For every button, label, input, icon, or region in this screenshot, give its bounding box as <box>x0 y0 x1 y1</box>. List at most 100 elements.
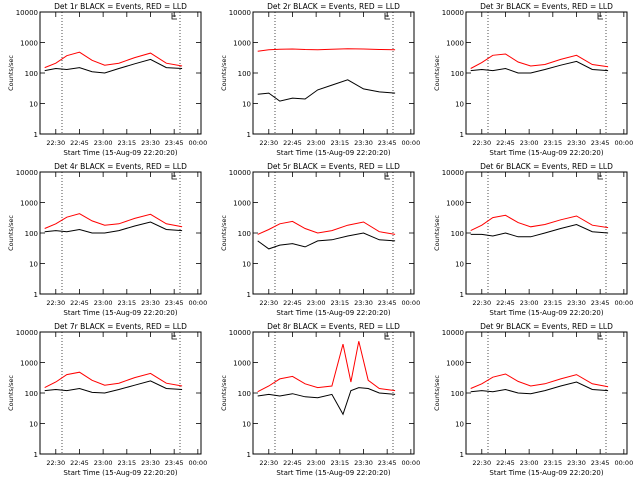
y-tick-label: 10 <box>242 101 251 109</box>
x-tick-label: 23:45 <box>378 139 397 147</box>
x-tick-label: 22:45 <box>70 299 89 307</box>
series-line-black <box>257 232 396 250</box>
x-tick-label: 00:00 <box>188 299 207 307</box>
y-axis-label: Counts/sec <box>7 375 15 411</box>
y-tick-label: 10 <box>455 421 464 429</box>
y-tick-label: 1000 <box>20 40 38 48</box>
panel-title: Det 1r BLACK = Events, RED = LLD <box>54 2 187 11</box>
y-tick-label: 1000 <box>20 360 38 368</box>
x-axis-label: Start Time (15-Aug-09 22:20:20) <box>276 149 390 157</box>
x-tick-label: 23:45 <box>591 139 610 147</box>
x-tick-label: 23:00 <box>307 139 326 147</box>
series-line-black <box>44 221 183 234</box>
series-line-black <box>470 381 609 395</box>
y-tick-label: 1 <box>34 451 38 459</box>
y-tick-label: 10000 <box>442 329 464 337</box>
y-tick-label: 100 <box>451 390 464 398</box>
x-tick-label: 23:15 <box>117 299 136 307</box>
panel-title: Det 4r BLACK = Events, RED = LLD <box>54 162 187 171</box>
panel-title: Det 5r BLACK = Events, RED = LLD <box>267 162 400 171</box>
y-tick-label: 1 <box>460 131 464 139</box>
y-tick-label: 1 <box>460 451 464 459</box>
y-tick-label: 1000 <box>446 360 464 368</box>
plot-frame <box>39 331 202 455</box>
x-tick-label: 00:00 <box>614 459 633 467</box>
series-line-red <box>257 48 396 52</box>
series-line-red <box>470 214 609 232</box>
x-tick-label: 23:30 <box>567 139 586 147</box>
y-axis-label: Counts/sec <box>220 55 228 91</box>
y-tick-label: 100 <box>25 70 38 78</box>
y-tick-label: 10000 <box>229 169 251 177</box>
series-line-red <box>44 371 183 389</box>
x-tick-label: 23:30 <box>141 459 160 467</box>
y-tick-label: 1000 <box>446 40 464 48</box>
x-tick-label: 23:45 <box>591 299 610 307</box>
x-tick-label: 22:30 <box>259 139 278 147</box>
y-tick-label: 1000 <box>233 360 251 368</box>
y-tick-label: 1 <box>460 291 464 299</box>
x-tick-label: 22:45 <box>496 299 515 307</box>
x-tick-label: 23:30 <box>354 139 373 147</box>
y-tick-label: 1 <box>34 131 38 139</box>
x-tick-label: 22:45 <box>496 139 515 147</box>
y-tick-label: 1 <box>34 291 38 299</box>
top-indicator-mark <box>384 13 390 20</box>
x-tick-label: 00:00 <box>614 299 633 307</box>
series-line-red <box>44 213 183 229</box>
series-line-red <box>257 341 396 393</box>
panel-title: Det 8r BLACK = Events, RED = LLD <box>267 322 400 331</box>
x-tick-label: 23:30 <box>354 459 373 467</box>
y-tick-label: 10 <box>29 101 38 109</box>
plot-frame <box>465 331 628 455</box>
detector-panel: Det 3r BLACK = Events, RED = LLD Counts/s… <box>433 2 633 157</box>
x-tick-label: 23:45 <box>165 139 184 147</box>
top-indicator-mark <box>171 173 177 180</box>
y-axis-label: Counts/sec <box>220 375 228 411</box>
top-indicator-mark <box>597 333 603 340</box>
y-tick-label: 10 <box>29 261 38 269</box>
x-tick-label: 23:30 <box>141 139 160 147</box>
x-tick-label: 23:30 <box>354 299 373 307</box>
top-indicator-mark <box>384 173 390 180</box>
detector-panel: Det 8r BLACK = Events, RED = LLD Counts/s… <box>220 322 420 477</box>
y-tick-label: 10 <box>242 421 251 429</box>
y-tick-label: 1 <box>247 291 251 299</box>
plot-frame <box>39 11 202 135</box>
series-line-black <box>257 387 396 416</box>
x-tick-label: 22:45 <box>283 299 302 307</box>
y-tick-label: 10000 <box>229 329 251 337</box>
x-tick-label: 23:30 <box>567 299 586 307</box>
y-tick-label: 100 <box>25 230 38 238</box>
series-line-red <box>470 373 609 389</box>
y-tick-label: 10000 <box>16 329 38 337</box>
y-axis-label: Counts/sec <box>433 55 441 91</box>
detector-panel: Det 2r BLACK = Events, RED = LLD Counts/s… <box>220 2 420 157</box>
x-tick-label: 00:00 <box>614 139 633 147</box>
y-axis-label: Counts/sec <box>433 375 441 411</box>
x-tick-label: 23:15 <box>117 459 136 467</box>
x-axis-label: Start Time (15-Aug-09 22:20:20) <box>489 469 603 477</box>
x-tick-label: 22:30 <box>472 139 491 147</box>
x-tick-label: 22:30 <box>259 299 278 307</box>
detector-panel: Det 9r BLACK = Events, RED = LLD Counts/s… <box>433 322 633 477</box>
y-tick-label: 100 <box>238 230 251 238</box>
y-tick-label: 1 <box>247 451 251 459</box>
top-indicator-mark <box>597 13 603 20</box>
x-tick-label: 23:00 <box>520 299 539 307</box>
x-tick-label: 23:45 <box>378 459 397 467</box>
x-tick-label: 00:00 <box>188 459 207 467</box>
y-tick-label: 1 <box>247 131 251 139</box>
x-tick-label: 23:15 <box>543 299 562 307</box>
x-tick-label: 22:45 <box>496 459 515 467</box>
y-tick-label: 10000 <box>229 9 251 17</box>
x-tick-label: 23:00 <box>520 139 539 147</box>
plot-frame <box>252 11 415 135</box>
x-tick-label: 00:00 <box>401 459 420 467</box>
plot-frame <box>252 331 415 455</box>
y-axis-label: Counts/sec <box>220 215 228 251</box>
y-tick-label: 10000 <box>16 169 38 177</box>
x-tick-label: 23:15 <box>330 139 349 147</box>
x-tick-label: 22:30 <box>472 459 491 467</box>
